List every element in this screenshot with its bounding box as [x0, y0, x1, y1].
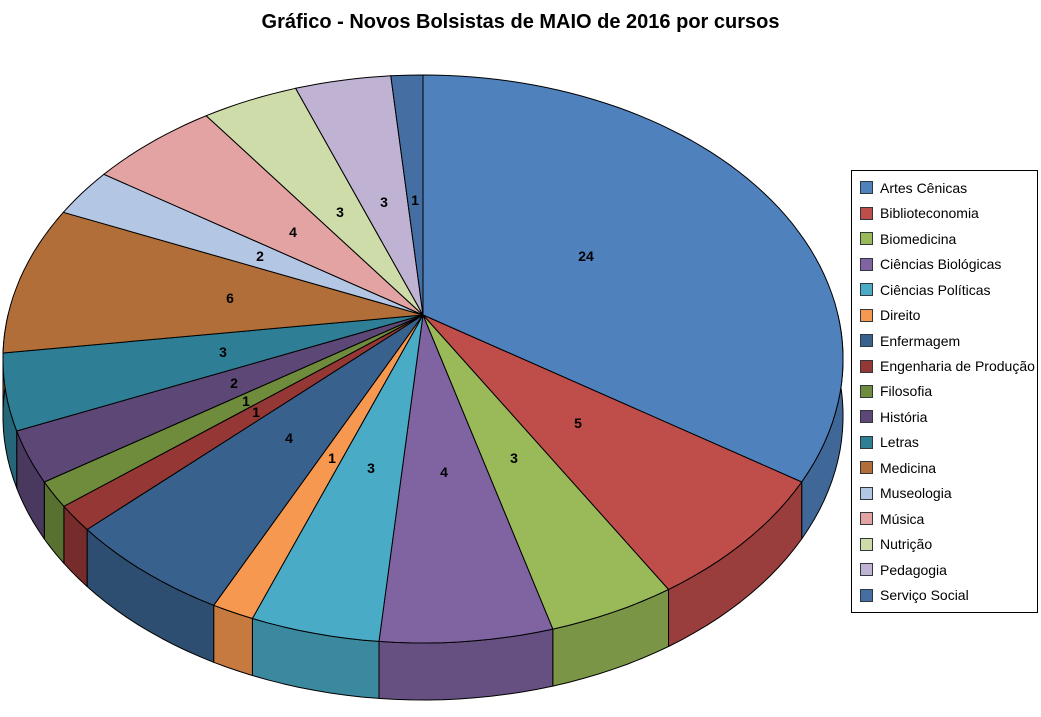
legend-label-4: Ciências Políticas	[880, 281, 991, 298]
pie-top-faces	[2, 74, 844, 644]
legend-item-15: Pedagogia	[860, 558, 1035, 582]
slice-value-label-12: 2	[256, 248, 264, 264]
legend-swatch-7	[860, 359, 873, 373]
legend-item-14: Nutrição	[860, 532, 1035, 556]
legend-label-15: Pedagogia	[880, 561, 947, 578]
pie-slice-1	[422, 314, 803, 590]
legend-item-12: Museologia	[860, 481, 1035, 505]
legend-item-16: Serviço Social	[860, 583, 1035, 607]
pie-slice-14	[205, 87, 424, 316]
legend-swatch-5	[860, 308, 873, 322]
legend-label-9: História	[880, 408, 928, 425]
legend-swatch-16	[860, 588, 873, 602]
pie-slice-16	[390, 74, 424, 316]
slice-value-label-11: 6	[226, 290, 234, 306]
legend-swatch-2	[860, 232, 873, 246]
legend-swatch-12	[860, 486, 873, 500]
pie-slice-4	[251, 314, 424, 642]
legend-item-13: Música	[860, 507, 1035, 531]
pie-slice-15	[295, 75, 424, 316]
legend-swatch-6	[860, 334, 873, 348]
legend-item-9: História	[860, 405, 1035, 429]
pie-slice-2	[422, 314, 669, 630]
legend-item-11: Medicina	[860, 456, 1035, 480]
legend-label-10: Letras	[880, 434, 919, 451]
legend-label-13: Música	[880, 510, 925, 527]
pie-side-walls	[2, 314, 844, 701]
legend-item-0: Artes Cênicas	[860, 176, 1035, 200]
pie-slice-0	[422, 74, 844, 483]
legend-item-5: Direito	[860, 303, 1035, 327]
pie-slice-13	[103, 115, 424, 316]
pie-slice-11	[2, 211, 424, 354]
slice-value-label-3: 4	[440, 464, 448, 480]
pie-slice-12	[62, 173, 424, 316]
legend-label-8: Filosofia	[880, 383, 933, 400]
legend-swatch-1	[860, 206, 873, 220]
legend-item-6: Enfermagem	[860, 329, 1035, 353]
pie-slice-3	[378, 314, 554, 644]
slice-value-label-4: 3	[367, 460, 375, 476]
legend-label-2: Biomedicina	[880, 230, 957, 247]
legend-swatch-15	[860, 563, 873, 577]
slice-value-label-16: 1	[411, 192, 419, 208]
legend-label-7: Engenharia de Produção	[880, 358, 1035, 375]
legend-swatch-11	[860, 461, 873, 475]
legend-label-3: Ciências Biológicas	[880, 256, 1002, 273]
legend-swatch-13	[860, 512, 873, 526]
slice-value-label-15: 3	[380, 194, 388, 210]
slice-value-label-8: 1	[242, 393, 250, 409]
legend-label-12: Museologia	[880, 485, 952, 502]
legend-swatch-10	[860, 435, 873, 449]
legend-swatch-8	[860, 384, 873, 398]
legend-label-14: Nutrição	[880, 536, 933, 553]
legend-item-7: Engenharia de Produção	[860, 354, 1035, 378]
slice-value-label-0: 24	[578, 248, 594, 264]
legend-label-11: Medicina	[880, 459, 937, 476]
legend-label-1: Biblioteconomia	[880, 205, 979, 222]
legend-swatch-0	[860, 181, 873, 195]
slice-value-label-2: 3	[510, 450, 518, 466]
pie-slice-9	[16, 314, 424, 483]
legend: Artes Cênicas Biblioteconomia Biomedicina C…	[851, 170, 1038, 613]
slice-value-label-14: 3	[336, 204, 344, 220]
pie-slice-6	[86, 314, 424, 606]
slice-value-label-7: 1	[252, 404, 260, 420]
slice-value-label-6: 4	[285, 430, 293, 446]
slice-value-label-10: 3	[219, 344, 227, 360]
slice-value-label-9: 2	[230, 375, 238, 391]
legend-item-10: Letras	[860, 430, 1035, 454]
legend-label-0: Artes Cênicas	[880, 179, 968, 196]
legend-item-2: Biomedicina	[860, 227, 1035, 251]
legend-item-8: Filosofia	[860, 379, 1035, 403]
chart-title: Gráfico - Novos Bolsistas de MAIO de 201…	[261, 11, 780, 33]
legend-item-3: Ciências Biológicas	[860, 252, 1035, 276]
legend-item-1: Biblioteconomia	[860, 201, 1035, 225]
legend-label-5: Direito	[880, 307, 921, 324]
legend-swatch-14	[860, 537, 873, 551]
legend-swatch-3	[860, 257, 873, 271]
legend-item-4: Ciências Políticas	[860, 278, 1035, 302]
slice-value-label-5: 1	[328, 450, 336, 466]
slice-value-label-13: 4	[289, 224, 297, 240]
legend-label-6: Enfermagem	[880, 332, 961, 349]
slice-value-label-1: 5	[574, 415, 582, 431]
legend-swatch-4	[860, 283, 873, 297]
legend-swatch-9	[860, 410, 873, 424]
legend-label-16: Serviço Social	[880, 587, 969, 604]
